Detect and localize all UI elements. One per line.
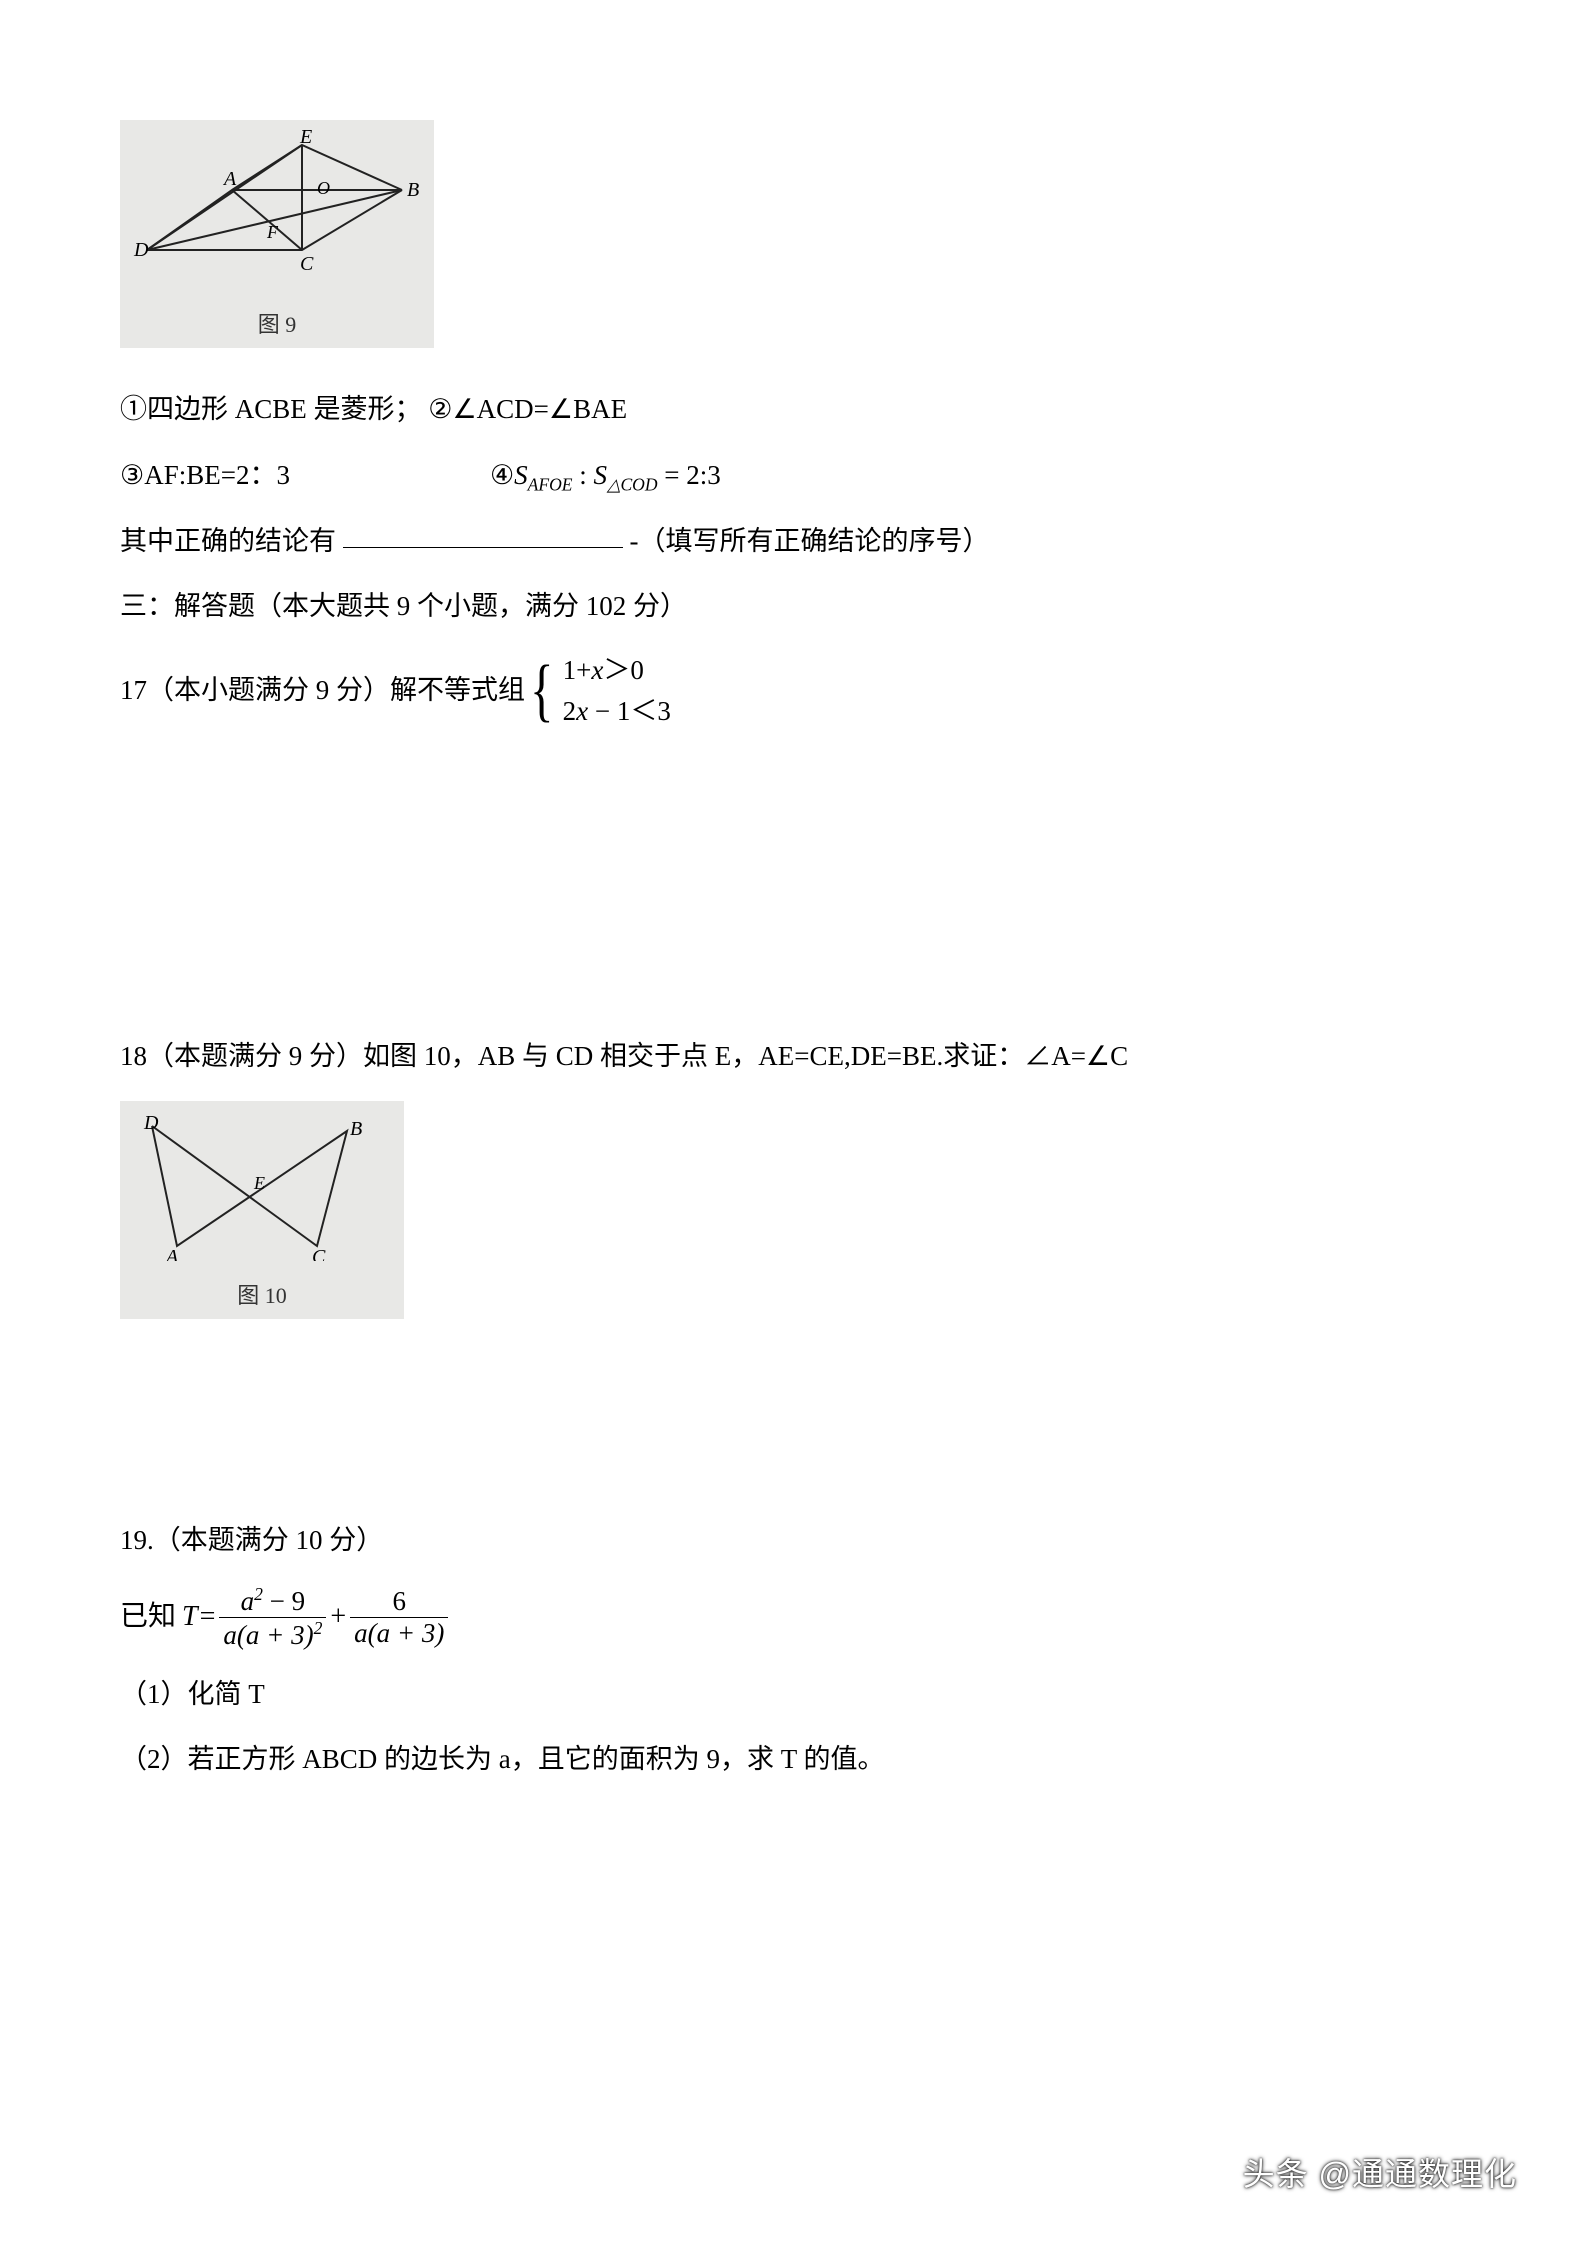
section-3-header: 三：解答题（本大题共 9 个小题，满分 102 分） — [120, 585, 1467, 628]
fig9-label-A: A — [222, 168, 237, 190]
q19-plus: + — [330, 1595, 346, 1640]
figure-10: D B E A C 图 10 — [120, 1101, 404, 1319]
figure-10-svg: D B E A C — [132, 1111, 392, 1261]
q17-system: { 1+x＞0 2x − 1＜3 — [525, 650, 671, 731]
q19-f2da: a — [354, 1618, 368, 1648]
q16-opt4-value: = 2:3 — [664, 460, 720, 490]
q19-f1nr: − 9 — [263, 1586, 305, 1616]
watermark: 头条 @通通数理化 — [1243, 2149, 1517, 2195]
q19-f1dp: (a + 3) — [237, 1620, 314, 1650]
q16-conclusion-suffix: -（填写所有正确结论的序号） — [630, 526, 990, 556]
fig10-label-A: A — [164, 1246, 179, 1261]
fig9-label-F: F — [266, 222, 279, 242]
q17-prefix: 17（本小题满分 9 分）解不等式组 — [120, 669, 525, 712]
q16-opt4-sub2: △COD — [607, 474, 658, 494]
q16-opt3: ③AF:BE=2：3 — [120, 454, 290, 497]
q19-part1: （1）化简 T — [120, 1673, 1467, 1716]
q17-l2a: 2 — [563, 696, 577, 726]
q16-conclusion: 其中正确的结论有 -（填写所有正确结论的序号） — [120, 520, 1467, 563]
q17: 17（本小题满分 9 分）解不等式组 { 1+x＞0 2x − 1＜3 — [120, 650, 1467, 731]
q19-part2: （2）若正方形 ABCD 的边长为 a，且它的面积为 9，求 T 的值。 — [120, 1738, 1467, 1781]
fig10-label-C: C — [312, 1246, 326, 1261]
figure-9-svg: E A B O F D C — [132, 130, 422, 290]
figure-10-caption: 图 10 — [132, 1278, 392, 1313]
fig9-label-C: C — [300, 253, 314, 275]
q16-opt2: ②∠ACD=∠BAE — [428, 388, 627, 431]
q19-f1de: 2 — [314, 1618, 323, 1638]
q19-eq: = — [200, 1595, 216, 1640]
q17-l2b: x — [576, 696, 588, 726]
fig10-label-E: E — [253, 1173, 265, 1193]
q16-options-row1: ①四边形 ACBE 是菱形； ②∠ACD=∠BAE — [120, 388, 1467, 431]
figure-9-caption: 图 9 — [132, 307, 422, 342]
q16-opt4-prefix: ④ — [490, 454, 514, 497]
q16-blank[interactable] — [343, 547, 623, 548]
q18-text: 18（本题满分 9 分）如图 10，AB 与 CD 相交于点 E，AE=CE,D… — [120, 1035, 1467, 1078]
fig9-label-E: E — [299, 130, 312, 148]
q19-header: 19.（本题满分 10 分） — [120, 1519, 1467, 1562]
figure-9: E A B O F D C 图 9 — [120, 120, 434, 348]
q16-options-row2: ③AF:BE=2：3 ④ SAFOE : S△COD = 2:3 — [120, 454, 1467, 498]
q19-T: T — [182, 1595, 198, 1640]
q16-opt1: ①四边形 ACBE 是菱形； — [120, 388, 422, 431]
q19-f2dp: (a + 3) — [368, 1618, 445, 1648]
q19-prefix: 已知 — [120, 1595, 176, 1640]
fig10-label-D: D — [143, 1112, 159, 1134]
q17-l1a: 1+ — [563, 655, 592, 685]
q19-f1ne: 2 — [254, 1584, 263, 1604]
q19-f1da: a — [223, 1620, 237, 1650]
fig9-label-O: O — [317, 178, 330, 198]
fig9-label-B: B — [407, 179, 419, 201]
q17-l2c: − 1＜3 — [588, 696, 671, 726]
q19-frac1: a2 − 9 a(a + 3)2 — [219, 1584, 326, 1651]
q19-frac2: 6 a(a + 3) — [350, 1586, 448, 1649]
q16-opt4-sub1: AFOE — [528, 474, 573, 494]
q17-l1c: ＞0 — [603, 655, 644, 685]
q16-conclusion-prefix: 其中正确的结论有 — [120, 526, 336, 556]
fig9-label-D: D — [133, 239, 149, 261]
q19-equation: 已知 T = a2 − 9 a(a + 3)2 + 6 a(a + 3) — [120, 1584, 1467, 1651]
q19-f2n: 6 — [389, 1586, 411, 1617]
q19-f1na: a — [241, 1586, 255, 1616]
q17-l1b: x — [591, 655, 603, 685]
fig10-label-B: B — [350, 1118, 362, 1140]
